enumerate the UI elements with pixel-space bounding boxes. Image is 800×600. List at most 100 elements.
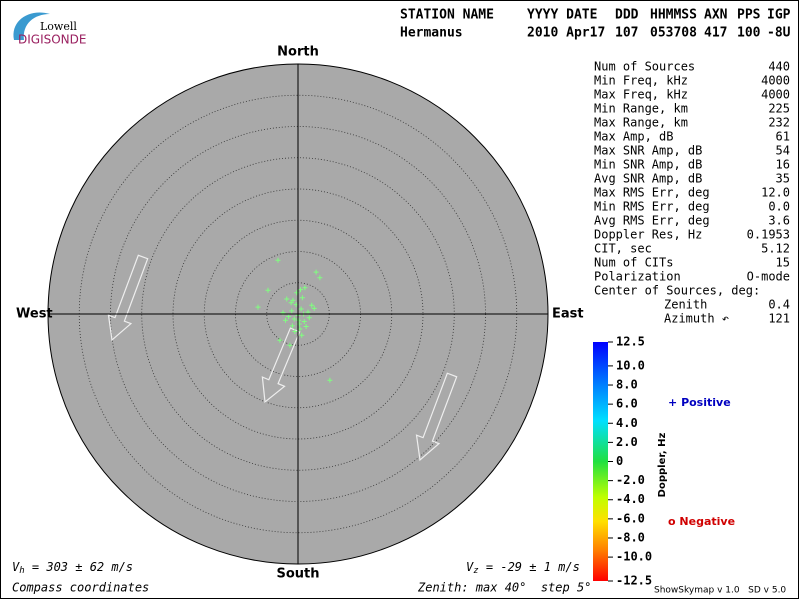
header-label: IGP xyxy=(767,8,791,23)
vh: Vh = 303 ± 62 m/s xyxy=(12,560,133,576)
west-label: West xyxy=(16,307,53,322)
source-point xyxy=(317,275,323,281)
drift-arrow xyxy=(415,372,458,462)
drift-arrow xyxy=(107,254,149,342)
stat-label: Max SNR Amp, dB xyxy=(594,144,702,158)
legend-negative: o Negative xyxy=(668,515,735,528)
south-label: South xyxy=(276,567,319,582)
stat-label: Avg RMS Err, deg xyxy=(594,214,710,228)
stat-label: Num of CITs xyxy=(594,256,673,270)
stat-value: 225 xyxy=(768,102,790,116)
colorbar-tick-label: 12.5 xyxy=(616,335,645,349)
stat-value: 12.0 xyxy=(761,186,790,200)
header-value: 100 xyxy=(737,26,761,41)
source-point xyxy=(291,316,297,322)
stat-value: 5.12 xyxy=(761,242,790,256)
source-point xyxy=(327,377,333,383)
source-point xyxy=(286,314,292,319)
source-point xyxy=(298,306,304,312)
source-point xyxy=(284,296,290,302)
header-value: Hermanus xyxy=(400,26,463,41)
stat-label: Doppler Res, Hz xyxy=(594,228,702,242)
stat-value: 0.1953 xyxy=(747,228,790,242)
stat-label: Min Freq, kHz xyxy=(594,74,688,88)
logo-swoosh xyxy=(13,12,51,40)
stat-value: 0.0 xyxy=(768,200,790,214)
north-label: North xyxy=(277,45,319,60)
source-point xyxy=(309,302,315,308)
header-label: STATION NAME xyxy=(400,8,494,23)
source-point xyxy=(283,317,288,323)
source-point xyxy=(299,295,305,301)
stat-label: Max RMS Err, deg xyxy=(594,186,710,200)
header-label: PPS xyxy=(737,8,761,23)
stat-label: Max Freq, kHz xyxy=(594,88,688,102)
logo-bottom: DIGISONDE xyxy=(18,33,86,47)
source-point xyxy=(302,285,308,291)
source-point xyxy=(288,300,294,306)
colorbar-tick-label: -4.0 xyxy=(616,492,645,506)
source-point xyxy=(265,287,271,293)
source-point xyxy=(303,324,309,329)
header-label: AXN xyxy=(704,8,728,23)
east-label: East xyxy=(552,307,584,322)
coords-note: Compass coordinates xyxy=(12,581,149,595)
colorbar-tick-label: 4.0 xyxy=(616,416,638,430)
stat-label: Zenith xyxy=(664,298,707,312)
colorbar-tick-label: -2.0 xyxy=(616,473,645,487)
stat-label: Avg SNR Amp, dB xyxy=(594,172,702,186)
colorbar xyxy=(593,342,608,581)
header-value: 107 xyxy=(615,26,638,41)
stat-value: 4000 xyxy=(761,88,790,102)
legend-positive: + Positive xyxy=(668,396,731,409)
source-point xyxy=(289,308,295,314)
source-point xyxy=(289,323,295,329)
header-value: 417 xyxy=(704,26,727,41)
stat-value: 0.4 xyxy=(768,298,790,312)
stat-value: 4000 xyxy=(761,74,790,88)
source-point xyxy=(287,342,293,348)
source-point xyxy=(292,329,298,334)
colorbar-tick-label: 6.0 xyxy=(616,397,638,411)
stat-value: 232 xyxy=(768,116,790,130)
colorbar-label: Doppler, Hz xyxy=(657,433,668,498)
header-label: DDD xyxy=(615,8,639,23)
stat-value: 61 xyxy=(776,130,790,144)
colorbar-tick-label: -12.5 xyxy=(616,574,652,588)
header-value: 2010 Apr17 xyxy=(527,26,605,41)
header-value: -8U xyxy=(767,26,791,41)
header-value: 053708 xyxy=(650,26,697,41)
source-point xyxy=(255,304,261,310)
source-point xyxy=(298,287,303,293)
stat-label: CIT, sec xyxy=(594,242,652,256)
source-point xyxy=(296,317,302,323)
header-label: HHMMSS xyxy=(650,8,697,23)
stat-label: Min RMS Err, deg xyxy=(594,200,710,214)
stat-label: Polarization xyxy=(594,270,681,284)
version: ShowSkymap v 1.0 SD v 5.0 xyxy=(654,586,786,596)
source-point xyxy=(301,319,307,324)
stat-label: Min SNR Amp, dB xyxy=(594,158,702,172)
colorbar-tick-label: -8.0 xyxy=(616,530,645,544)
colorbar-tick-label: 0 xyxy=(616,454,623,468)
zenith-note: Zenith: max 40° step 5° xyxy=(417,581,591,595)
colorbar-tick-label: 10.0 xyxy=(616,358,645,372)
source-point xyxy=(311,305,317,311)
stat-value: O-mode xyxy=(747,270,790,284)
logo-top: Lowell xyxy=(40,20,77,33)
stat-label: Min Range, km xyxy=(594,102,688,116)
drift-arrow xyxy=(261,327,301,404)
stat-value: 440 xyxy=(768,60,790,74)
stat-label: Azimuth ↶ xyxy=(664,312,729,326)
colorbar-tick-label: 8.0 xyxy=(616,378,638,392)
stat-value: 3.6 xyxy=(768,214,790,228)
stat-value: 15 xyxy=(776,256,790,270)
stat-label: Center of Sources, deg: xyxy=(594,284,760,298)
stat-value: 121 xyxy=(768,312,790,326)
header-label: YYYY DATE xyxy=(527,8,597,23)
stat-value: 16 xyxy=(776,158,790,172)
stat-label: Num of Sources xyxy=(594,60,695,74)
source-point xyxy=(306,315,312,321)
stat-label: Max Amp, dB xyxy=(594,130,673,144)
